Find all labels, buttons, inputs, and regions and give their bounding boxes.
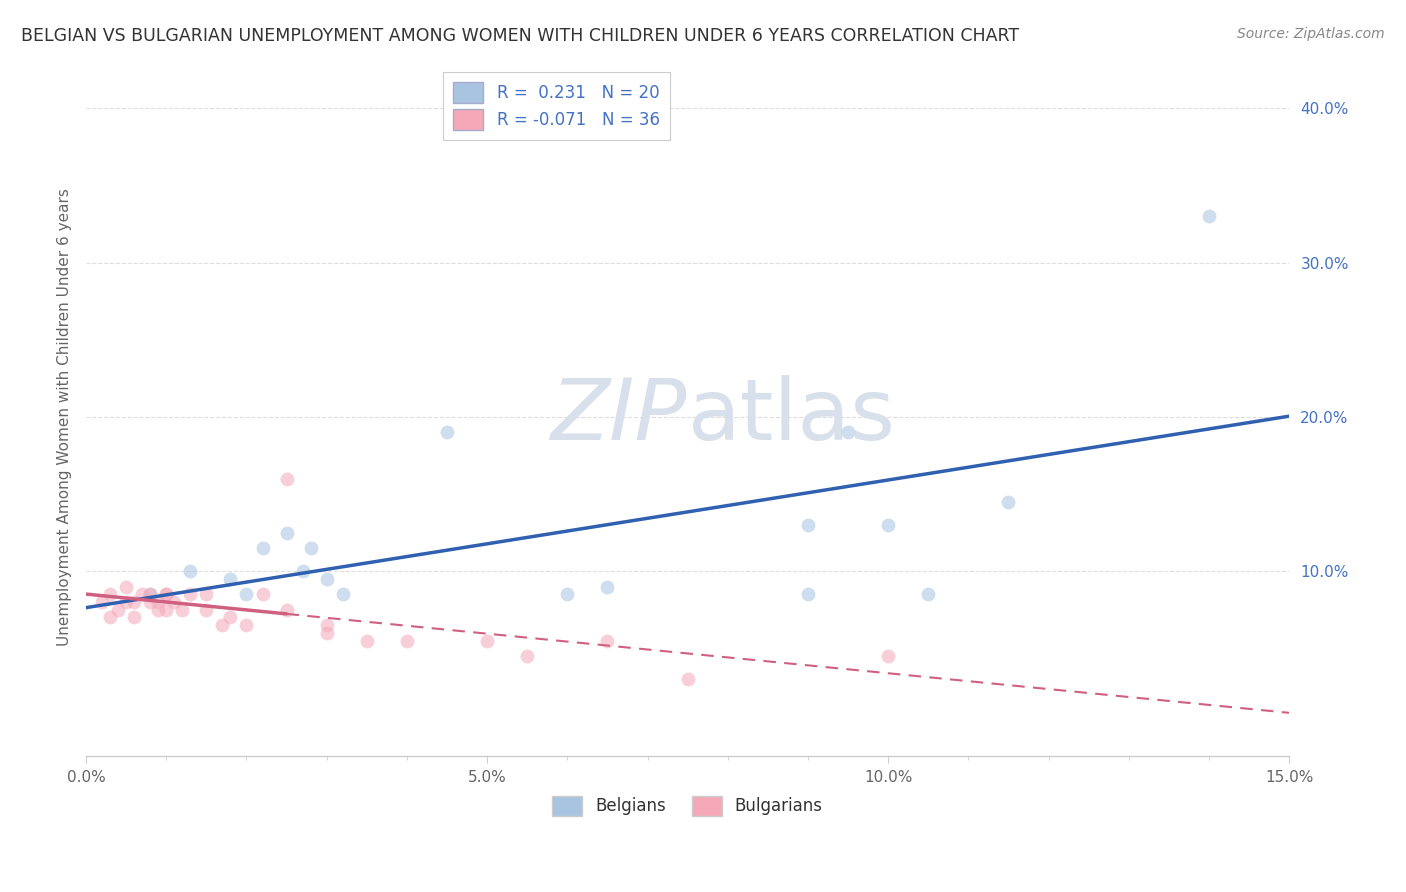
Point bbox=[91, 595, 114, 609]
Point bbox=[139, 595, 162, 609]
Point bbox=[148, 595, 170, 609]
Point bbox=[139, 587, 162, 601]
Point bbox=[1198, 209, 1220, 223]
Point bbox=[172, 603, 194, 617]
Point bbox=[195, 587, 218, 601]
Point bbox=[131, 587, 153, 601]
Point bbox=[516, 648, 538, 663]
Point bbox=[235, 618, 257, 632]
Point bbox=[115, 580, 138, 594]
Point bbox=[122, 610, 145, 624]
Point bbox=[475, 633, 498, 648]
Point bbox=[877, 648, 900, 663]
Point bbox=[179, 564, 201, 578]
Point bbox=[676, 672, 699, 686]
Point bbox=[299, 541, 322, 555]
Point bbox=[195, 603, 218, 617]
Point bbox=[252, 587, 274, 601]
Point bbox=[395, 633, 418, 648]
Point bbox=[235, 587, 257, 601]
Point bbox=[163, 595, 186, 609]
Point bbox=[557, 587, 579, 601]
Point bbox=[276, 603, 298, 617]
Point bbox=[276, 472, 298, 486]
Point bbox=[797, 587, 820, 601]
Point bbox=[155, 603, 177, 617]
Point bbox=[148, 603, 170, 617]
Text: BELGIAN VS BULGARIAN UNEMPLOYMENT AMONG WOMEN WITH CHILDREN UNDER 6 YEARS CORREL: BELGIAN VS BULGARIAN UNEMPLOYMENT AMONG … bbox=[21, 27, 1019, 45]
Point bbox=[98, 587, 121, 601]
Point bbox=[315, 572, 337, 586]
Point bbox=[356, 633, 378, 648]
Point bbox=[436, 425, 458, 440]
Point bbox=[155, 587, 177, 601]
Point bbox=[219, 572, 242, 586]
Text: atlas: atlas bbox=[688, 376, 896, 458]
Point bbox=[115, 595, 138, 609]
Point bbox=[596, 580, 619, 594]
Y-axis label: Unemployment Among Women with Children Under 6 years: Unemployment Among Women with Children U… bbox=[58, 188, 72, 646]
Text: Source: ZipAtlas.com: Source: ZipAtlas.com bbox=[1237, 27, 1385, 41]
Point bbox=[179, 587, 201, 601]
Point bbox=[291, 564, 314, 578]
Point bbox=[596, 633, 619, 648]
Point bbox=[107, 603, 129, 617]
Point bbox=[122, 595, 145, 609]
Point bbox=[211, 618, 233, 632]
Legend: Belgians, Bulgarians: Belgians, Bulgarians bbox=[546, 789, 830, 822]
Point bbox=[997, 494, 1019, 508]
Point bbox=[315, 625, 337, 640]
Point bbox=[155, 587, 177, 601]
Point bbox=[219, 610, 242, 624]
Point bbox=[98, 610, 121, 624]
Point bbox=[139, 587, 162, 601]
Point bbox=[315, 618, 337, 632]
Point bbox=[252, 541, 274, 555]
Point bbox=[332, 587, 354, 601]
Point bbox=[917, 587, 939, 601]
Point bbox=[276, 525, 298, 540]
Point bbox=[837, 425, 859, 440]
Point bbox=[797, 517, 820, 532]
Text: ZIP: ZIP bbox=[551, 376, 688, 458]
Point bbox=[877, 517, 900, 532]
